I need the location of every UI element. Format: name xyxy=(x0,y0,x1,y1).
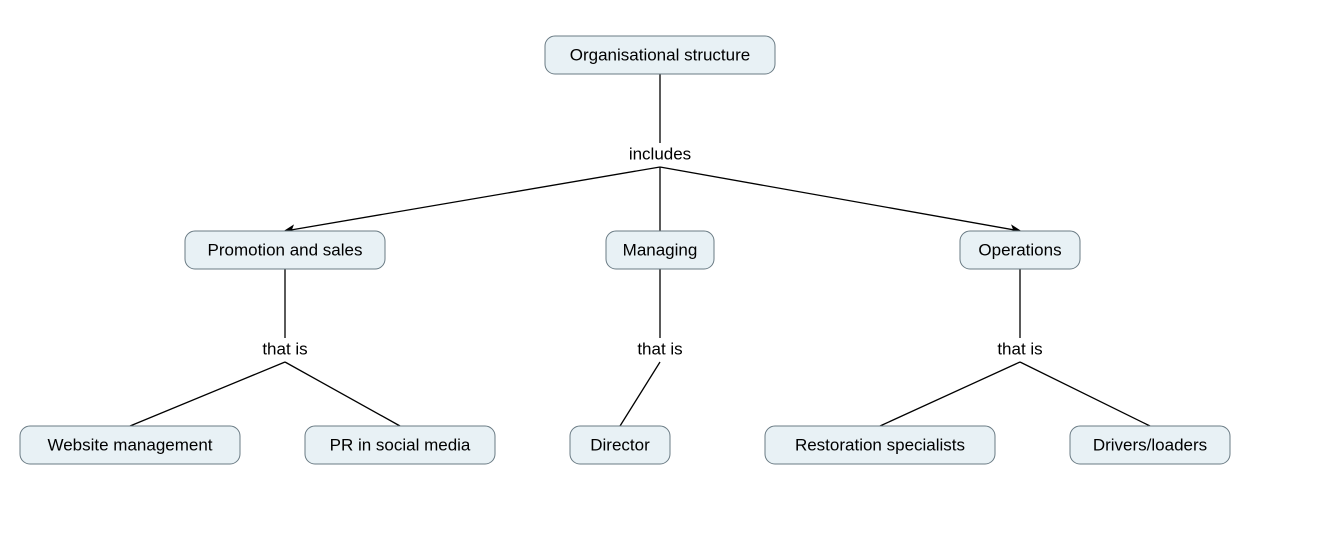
edge-label: includes xyxy=(629,144,691,163)
edge xyxy=(285,362,400,426)
node-label: Managing xyxy=(623,240,698,259)
node-label: Director xyxy=(590,435,650,454)
node-ops: Operations xyxy=(960,231,1080,269)
edge xyxy=(130,362,285,426)
node-label: Drivers/loaders xyxy=(1093,435,1207,454)
node-web: Website management xyxy=(20,426,240,464)
edge-label: that is xyxy=(637,339,682,358)
edge xyxy=(285,167,660,231)
edge xyxy=(1020,362,1150,426)
node-promo: Promotion and sales xyxy=(185,231,385,269)
node-label: Operations xyxy=(978,240,1061,259)
org-structure-diagram: includes that is that is that is Organisati… xyxy=(0,0,1320,554)
node-director: Director xyxy=(570,426,670,464)
node-restoration: Restoration specialists xyxy=(765,426,995,464)
node-pr: PR in social media xyxy=(305,426,495,464)
node-label: Restoration specialists xyxy=(795,435,965,454)
node-label: Promotion and sales xyxy=(208,240,363,259)
node-root: Organisational structure xyxy=(545,36,775,74)
node-label: Organisational structure xyxy=(570,45,750,64)
edge xyxy=(880,362,1020,426)
edge-label: that is xyxy=(262,339,307,358)
edge-label: that is xyxy=(997,339,1042,358)
node-manage: Managing xyxy=(606,231,714,269)
node-drivers: Drivers/loaders xyxy=(1070,426,1230,464)
edge xyxy=(660,167,1020,231)
edge xyxy=(620,362,660,426)
node-label: PR in social media xyxy=(330,435,471,454)
node-label: Website management xyxy=(47,435,212,454)
